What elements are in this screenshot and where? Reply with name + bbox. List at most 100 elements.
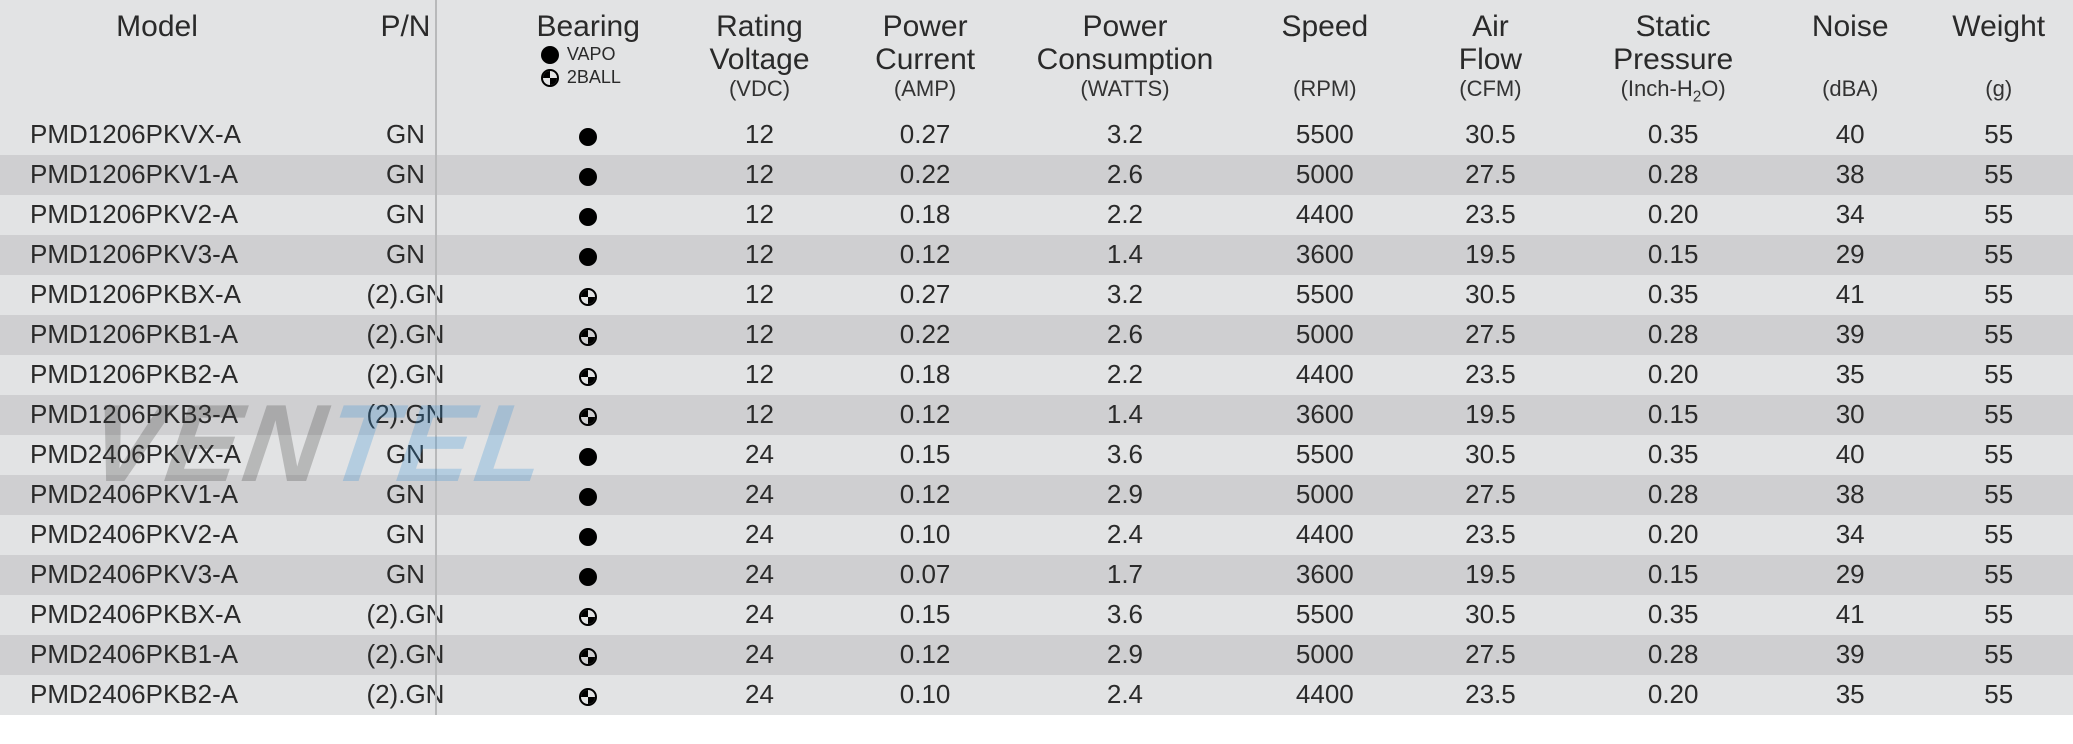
cell-model: PMD2406PKBX-A: [0, 595, 314, 635]
cell-speed: 5000: [1239, 155, 1410, 195]
header-title-voltage: RatingVoltage: [684, 10, 836, 76]
cell-power: 1.7: [1011, 555, 1239, 595]
ball-icon: [579, 648, 597, 666]
cell-pn: GN: [314, 435, 497, 475]
header-unit-airflow: (CFM): [1414, 76, 1566, 102]
cell-power: 2.4: [1011, 675, 1239, 715]
cell-voltage: 24: [680, 435, 840, 475]
cell-pn: (2).GN: [314, 635, 497, 675]
cell-bearing: [497, 515, 680, 555]
spec-table-wrap: VENTEL ModelP/NBearingVAPO2BALLRatingVol…: [0, 0, 2073, 715]
vapo-icon: [541, 46, 559, 64]
cell-weight: 55: [1924, 475, 2073, 515]
cell-airflow: 30.5: [1410, 275, 1570, 315]
cell-model: PMD2406PKV1-A: [0, 475, 314, 515]
table-row: PMD1206PKB1-A(2).GN120.222.6500027.50.28…: [0, 315, 2073, 355]
cell-bearing: [497, 595, 680, 635]
cell-pressure: 0.15: [1570, 235, 1776, 275]
cell-power: 2.4: [1011, 515, 1239, 555]
cell-speed: 5000: [1239, 635, 1410, 675]
cell-power: 2.9: [1011, 475, 1239, 515]
cell-model: PMD1206PKB1-A: [0, 315, 314, 355]
header-unit-noise: (dBA): [1780, 76, 1920, 102]
cell-noise: 40: [1776, 115, 1924, 155]
cell-noise: 30: [1776, 395, 1924, 435]
table-row: PMD2406PKV1-AGN240.122.9500027.50.283855: [0, 475, 2073, 515]
cell-airflow: 23.5: [1410, 515, 1570, 555]
cell-pn: GN: [314, 115, 497, 155]
cell-weight: 55: [1924, 155, 2073, 195]
col-header-noise: Noise (dBA): [1776, 0, 1924, 115]
cell-noise: 40: [1776, 435, 1924, 475]
cell-noise: 38: [1776, 475, 1924, 515]
header-unit-voltage: (VDC): [684, 76, 836, 102]
cell-pn: (2).GN: [314, 355, 497, 395]
cell-voltage: 12: [680, 395, 840, 435]
ball-icon: [541, 69, 559, 87]
col-header-bearing: BearingVAPO2BALL: [497, 0, 680, 115]
header-title-noise: Noise: [1780, 10, 1920, 43]
vapo-icon: [579, 208, 597, 226]
table-row: PMD1206PKB3-A(2).GN120.121.4360019.50.15…: [0, 395, 2073, 435]
cell-power: 2.9: [1011, 635, 1239, 675]
cell-pressure: 0.20: [1570, 195, 1776, 235]
cell-current: 0.15: [839, 435, 1010, 475]
cell-pn: (2).GN: [314, 315, 497, 355]
cell-pn: (2).GN: [314, 275, 497, 315]
cell-bearing: [497, 275, 680, 315]
ball-icon: [579, 328, 597, 346]
table-row: PMD2406PKB2-A(2).GN240.102.4440023.50.20…: [0, 675, 2073, 715]
cell-voltage: 24: [680, 675, 840, 715]
vapo-icon: [579, 488, 597, 506]
cell-pn: GN: [314, 515, 497, 555]
cell-weight: 55: [1924, 115, 2073, 155]
col-header-speed: Speed (RPM): [1239, 0, 1410, 115]
cell-bearing: [497, 435, 680, 475]
header-unit-pressure: (Inch-H2O): [1574, 76, 1772, 107]
cell-pressure: 0.28: [1570, 635, 1776, 675]
cell-weight: 55: [1924, 675, 2073, 715]
cell-weight: 55: [1924, 555, 2073, 595]
header-title-bearing: Bearing: [501, 10, 676, 43]
cell-model: PMD1206PKBX-A: [0, 275, 314, 315]
cell-current: 0.15: [839, 595, 1010, 635]
vapo-icon: [579, 568, 597, 586]
cell-airflow: 19.5: [1410, 395, 1570, 435]
cell-model: PMD2406PKV2-A: [0, 515, 314, 555]
cell-power: 3.6: [1011, 435, 1239, 475]
vapo-icon: [579, 128, 597, 146]
cell-power: 1.4: [1011, 235, 1239, 275]
cell-power: 2.2: [1011, 195, 1239, 235]
cell-speed: 3600: [1239, 395, 1410, 435]
col-header-pn: P/N: [314, 0, 497, 115]
header-title-current: PowerCurrent: [843, 10, 1006, 76]
cell-weight: 55: [1924, 195, 2073, 235]
cell-model: PMD1206PKV3-A: [0, 235, 314, 275]
cell-model: PMD1206PKVX-A: [0, 115, 314, 155]
cell-airflow: 23.5: [1410, 675, 1570, 715]
table-row: PMD2406PKV2-AGN240.102.4440023.50.203455: [0, 515, 2073, 555]
cell-pressure: 0.20: [1570, 675, 1776, 715]
header-title-power: PowerConsumption: [1015, 10, 1235, 76]
cell-noise: 39: [1776, 635, 1924, 675]
cell-bearing: [497, 315, 680, 355]
cell-noise: 39: [1776, 315, 1924, 355]
cell-speed: 3600: [1239, 555, 1410, 595]
cell-noise: 29: [1776, 235, 1924, 275]
cell-current: 0.27: [839, 275, 1010, 315]
cell-weight: 55: [1924, 515, 2073, 555]
cell-speed: 5500: [1239, 275, 1410, 315]
cell-airflow: 27.5: [1410, 635, 1570, 675]
table-row: PMD1206PKB2-A(2).GN120.182.2440023.50.20…: [0, 355, 2073, 395]
table-row: PMD2406PKB1-A(2).GN240.122.9500027.50.28…: [0, 635, 2073, 675]
cell-weight: 55: [1924, 635, 2073, 675]
cell-pressure: 0.15: [1570, 395, 1776, 435]
cell-pn: GN: [314, 195, 497, 235]
cell-bearing: [497, 115, 680, 155]
spec-table: ModelP/NBearingVAPO2BALLRatingVoltage(VD…: [0, 0, 2073, 715]
cell-current: 0.07: [839, 555, 1010, 595]
cell-model: PMD1206PKB3-A: [0, 395, 314, 435]
legend-vapo-label: VAPO: [567, 43, 616, 66]
table-row: PMD1206PKBX-A(2).GN120.273.2550030.50.35…: [0, 275, 2073, 315]
legend-vapo: VAPO: [541, 43, 676, 66]
